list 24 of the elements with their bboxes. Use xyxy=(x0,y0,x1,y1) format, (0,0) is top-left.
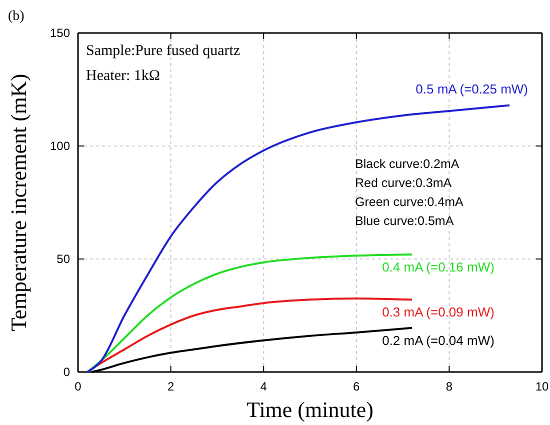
annotation: Green curve:0.4mA xyxy=(355,195,464,209)
y-tick-label: 150 xyxy=(50,26,70,40)
y-tick-label: 50 xyxy=(56,252,70,266)
y-tick-label: 100 xyxy=(50,138,70,153)
x-tick-label: 6 xyxy=(353,380,360,394)
line-series xyxy=(86,104,511,373)
y-axis-title: Temperature increment (mK) xyxy=(6,74,31,332)
annotation: Heater: 1kΩ xyxy=(86,68,160,84)
x-tick-label: 2 xyxy=(167,380,174,394)
x-tick-label: 4 xyxy=(260,380,268,394)
chart-title: (b) xyxy=(8,9,25,24)
series-label: 0.2 mA (=0.04 mW) xyxy=(382,332,494,348)
x-tick-label: 0 xyxy=(74,380,82,394)
annotation: Sample:Pure fused quartz xyxy=(86,43,240,59)
annotation: Black curve:0.2mA xyxy=(355,157,460,171)
annotation: Blue curve:0.5mA xyxy=(355,214,454,228)
series-label: 0.4 mA (=0.16 mW) xyxy=(382,259,494,274)
series-label: 0.3 mA (=0.09 mW) xyxy=(382,304,494,320)
x-tick-label: 8 xyxy=(446,380,453,394)
x-tick-label: 10 xyxy=(535,380,549,394)
y-tick-label: 0 xyxy=(63,364,70,379)
x-axis-title: Time (minute) xyxy=(246,397,374,422)
annotation: Red curve:0.3mA xyxy=(355,176,452,190)
series-label: 0.5 mA (=0.25 mW) xyxy=(416,81,528,96)
